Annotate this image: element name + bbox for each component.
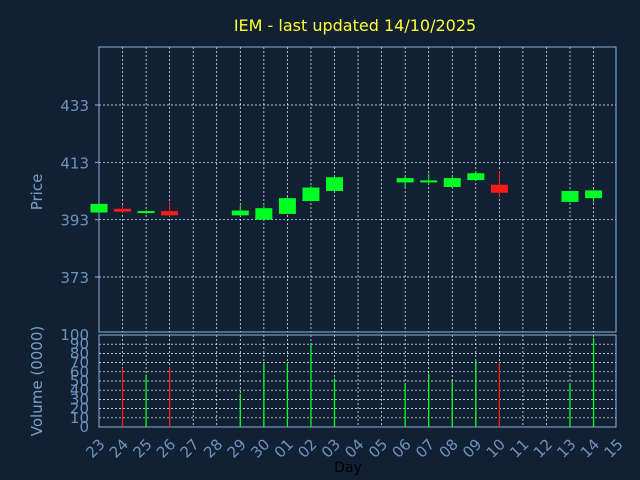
- candle-body: [561, 191, 579, 202]
- volume-tick-label: 20: [70, 400, 89, 418]
- candle-body: [302, 187, 320, 202]
- candle-body: [137, 211, 155, 214]
- candle-body: [231, 210, 249, 216]
- candle-body: [326, 177, 343, 191]
- volume-tick-label: 50: [70, 372, 89, 390]
- candle-body: [443, 178, 461, 187]
- volume-tick-label: 80: [70, 344, 89, 362]
- candle-body: [255, 208, 273, 220]
- volume-tick-label: 30: [70, 390, 89, 408]
- price-axis-label: Price: [28, 174, 46, 211]
- volume-tick-label: 60: [70, 363, 89, 381]
- volume-tick-label: 40: [70, 381, 89, 399]
- volume-tick-label: 100: [60, 326, 89, 344]
- candle-body: [161, 211, 179, 216]
- price-tick-label: 413: [60, 154, 89, 172]
- candle-body: [585, 190, 603, 199]
- price-frame: [98, 46, 617, 333]
- volume-tick-label: 10: [70, 409, 89, 427]
- candle-body: [90, 203, 108, 213]
- price-tick-label: 393: [60, 212, 89, 230]
- candle-body: [114, 208, 132, 212]
- candle-body: [278, 198, 296, 214]
- candle-body: [467, 173, 485, 181]
- candle-body: [490, 184, 508, 193]
- volume-tick-label: 90: [70, 335, 89, 353]
- candle-body: [420, 180, 438, 183]
- x-axis-label: Day: [334, 460, 362, 476]
- volume-frame: [98, 334, 617, 428]
- price-tick-label: 373: [60, 269, 89, 287]
- chart-title: IEM - last updated 14/10/2025: [234, 16, 476, 35]
- volume-tick-label: 0: [79, 418, 89, 436]
- price-tick-label: 433: [60, 97, 89, 115]
- volume-tick-label: 70: [70, 354, 89, 372]
- candle-body: [396, 178, 414, 183]
- volume-axis-label: Volume (0000): [28, 326, 46, 436]
- price-panel: 433 413 393 373: [60, 46, 617, 333]
